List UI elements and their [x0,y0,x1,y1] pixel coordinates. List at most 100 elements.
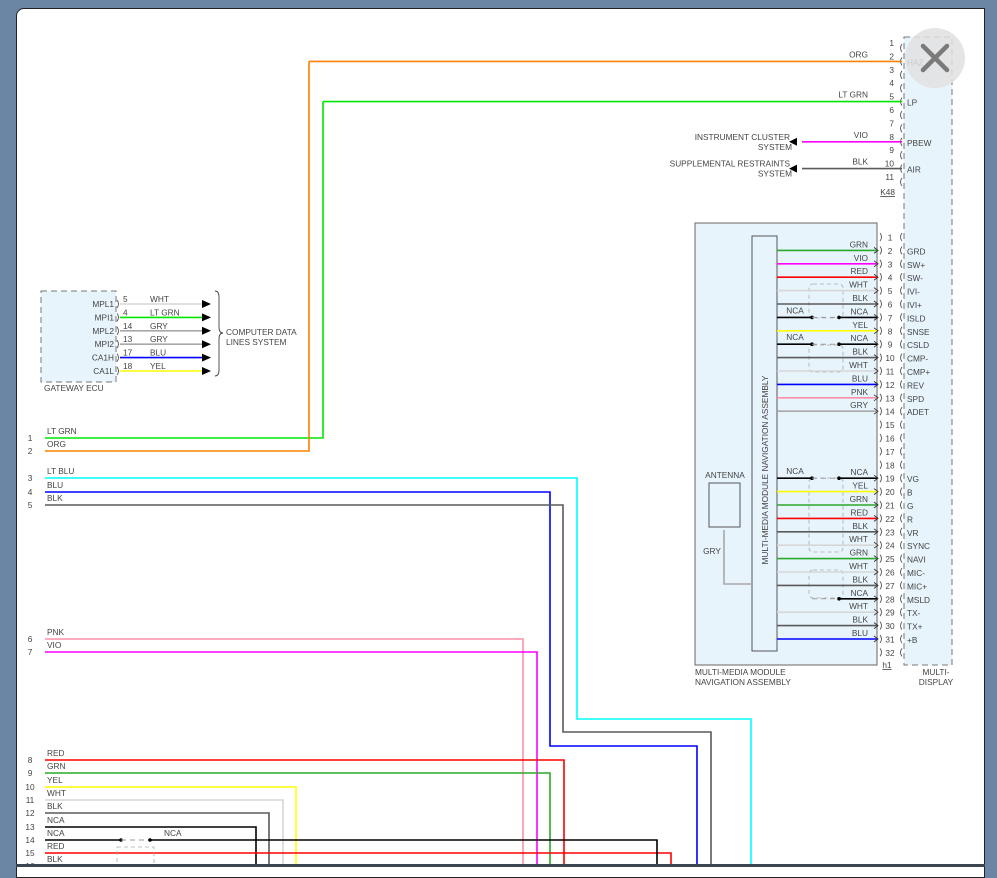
wire-color-label: LT GRN [47,426,77,436]
pin-number: 15 [25,848,35,858]
wire-color-label: NCA [164,828,182,838]
wire-color-label: NCA [850,588,868,598]
undefined [202,326,211,335]
wire-color-label: ORG [47,439,66,449]
pin-signal-label: CA1H [92,353,114,363]
arrow-icon [873,394,879,402]
wire-color-label: NCA [786,332,804,342]
close-button[interactable] [905,28,965,88]
wire-color-label: BLK [47,801,63,811]
terminal-icon [879,366,882,376]
pin-signal-label: B [907,488,913,498]
undefined [202,353,211,362]
multi-display-label: MULTI- [922,667,949,677]
wire-color-label: YEL [852,320,868,330]
arrow-icon [873,541,879,549]
pin-number: 4 [28,487,33,497]
terminal-icon [879,540,882,550]
pin-signal-label: SW+ [907,260,925,270]
pin-number: 11 [885,172,894,182]
pin-number: 19 [885,474,895,484]
terminal-icon [900,607,903,617]
arrow-icon [873,555,879,562]
wire-color-label: BLU [150,348,166,358]
terminal-icon [879,232,882,242]
pin-number: 7 [888,313,893,323]
terminal-icon [900,299,903,309]
pin-number: 10 [885,159,895,169]
terminal-icon [116,326,119,336]
external-system-label: INSTRUMENT CLUSTER [695,132,790,142]
pin-number: 3 [889,65,894,75]
terminal-icon [879,634,882,644]
terminal-icon [900,581,903,590]
pin-signal-label: TX- [907,608,921,618]
terminal-icon [879,460,882,470]
terminal-icon [879,326,882,336]
terminal-icon [900,460,903,470]
pin-number: 8 [888,326,893,336]
antenna-wire [723,530,752,585]
pin-number: 32 [885,648,895,658]
terminal-icon [116,313,119,322]
shield-outline [808,344,844,373]
pin-number: 26 [885,568,895,578]
undefined [202,313,211,322]
terminal-icon [900,406,903,416]
pin-number: 23 [885,527,895,537]
close-icon [920,43,950,73]
terminal-icon [879,648,882,657]
terminal-icon [900,246,903,255]
pin-number: 28 [885,594,895,604]
terminal-icon [879,339,882,349]
terminal-icon [900,487,903,496]
nav-module-inner-box [751,235,778,652]
wire-color-label: YEL [852,481,868,491]
terminal-icon [879,514,882,523]
antenna-label: ANTENNA [705,470,745,480]
terminal-icon [879,621,882,630]
wire-color-label: GRY [150,321,168,331]
terminal-icon [900,621,903,630]
arrow-icon [873,582,879,589]
pin-number: 27 [885,581,895,591]
wire-color-label: BLU [852,373,868,383]
wire [45,759,565,867]
wire-color-label: NCA [850,306,868,316]
wire-color-label: GRY [703,546,721,556]
terminal-icon [900,366,903,376]
pin-number: 30 [885,621,895,631]
arrow-icon [873,381,879,388]
arrow-icon [873,314,879,321]
pin-signal-label: GRD [907,246,925,256]
pin-number: 12 [25,808,35,818]
wire-color-label: BLK [852,574,868,584]
terminal-icon [900,514,903,523]
shield-outline [116,846,155,867]
terminal-icon [879,313,882,322]
terminal-icon [900,326,903,336]
wire [150,839,658,867]
arrow-icon [873,474,879,482]
arrow-icon [873,608,879,616]
arrow-icon [873,340,879,348]
terminal-icon [879,286,882,295]
wire [45,61,310,452]
wire-color-label: WHT [849,534,868,544]
terminal-icon [900,648,903,657]
terminal-icon [900,339,903,349]
pin-signal-label: CMP+ [907,367,930,377]
terminal-icon [900,177,903,187]
nav-module-inner-label: MULTI-MEDIA MODULE NAVIGATION ASSEMBLY [760,375,770,564]
wire-color-label: VIO [854,130,869,140]
arrow-icon [873,515,879,522]
gateway-ecu-label: GATEWAY ECU [44,383,104,393]
terminal-icon [900,500,903,510]
pin-number: 18 [123,361,133,371]
pin-signal-label: VR [907,528,919,538]
wire-color-label: BLU [852,628,868,638]
arrow-icon [873,501,879,509]
terminal-icon [879,353,882,362]
wire-color-label: WHT [849,360,868,370]
terminal-icon [879,433,882,443]
